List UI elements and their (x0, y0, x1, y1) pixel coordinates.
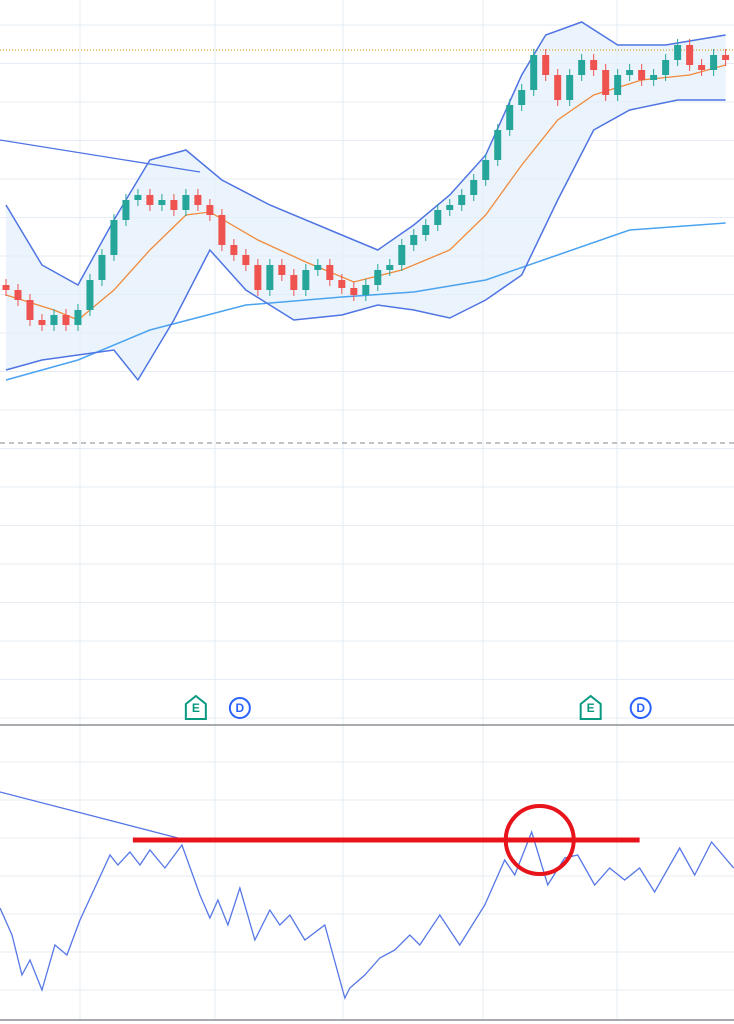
candle-body (98, 255, 106, 280)
candle-body (386, 265, 394, 270)
candle-body (350, 288, 358, 295)
candle-body (614, 75, 622, 95)
indicator-line (0, 830, 734, 1000)
candle-body (230, 245, 238, 255)
candle-body (710, 55, 718, 70)
event-label: E (192, 701, 200, 715)
candle-body (182, 195, 190, 210)
candle-body (650, 75, 658, 80)
candle-body (602, 70, 610, 95)
candle-body (74, 310, 82, 325)
event-marker (228, 697, 251, 719)
event-label: D (236, 701, 245, 715)
candle-body (662, 60, 670, 75)
candle-body (686, 45, 694, 65)
candle-body (194, 195, 202, 205)
candle-body (674, 45, 682, 60)
candle-body (446, 205, 454, 210)
moving-average (5, 222, 726, 381)
candle-body (278, 265, 286, 275)
event-label: D (636, 701, 645, 715)
candle-body (146, 195, 154, 205)
candle-body (362, 285, 370, 295)
event-marker (184, 694, 207, 720)
candle-body (578, 60, 586, 75)
highlight-circle (503, 804, 576, 876)
candle-body (506, 105, 514, 130)
candle-body (698, 65, 706, 70)
band-fill (5, 22, 726, 380)
candle-body (314, 265, 322, 270)
candle-body (206, 205, 214, 215)
candle-body (266, 265, 274, 290)
candle-body (542, 55, 550, 75)
candle-body (590, 60, 598, 70)
candle-body (722, 55, 730, 60)
candle-body (458, 195, 466, 205)
lower-band (5, 99, 726, 382)
candle-body (86, 280, 94, 310)
candle-body (374, 270, 382, 285)
candle-body (434, 210, 442, 225)
candle-body (38, 320, 46, 325)
candle-body (62, 315, 70, 325)
candle-body (482, 160, 490, 180)
candle-body (554, 75, 562, 100)
candle-body (2, 285, 10, 290)
candle-body (410, 235, 418, 245)
candle-body (122, 200, 130, 220)
event-marker (629, 697, 652, 719)
candle-body (290, 275, 298, 290)
event-label: E (587, 701, 595, 715)
candle-body (638, 70, 646, 80)
candle-body (254, 265, 262, 290)
candle-body (566, 75, 574, 100)
candle-body (242, 255, 250, 265)
candle-body (626, 70, 634, 75)
trendline (0, 139, 201, 173)
candle-body (50, 315, 58, 325)
candle-body (302, 270, 310, 290)
candle-body (326, 265, 334, 280)
candle-body (338, 280, 346, 288)
candle-body (110, 220, 118, 255)
candle-body (518, 90, 526, 105)
candle-body (398, 245, 406, 265)
event-marker (579, 694, 602, 720)
candle-body (170, 200, 178, 210)
candle-body (218, 215, 226, 245)
candle-body (14, 290, 22, 300)
candle-body (26, 300, 34, 320)
candle-body (422, 225, 430, 235)
candle-body (134, 195, 142, 200)
candle-body (470, 180, 478, 195)
candle-body (494, 130, 502, 160)
trendline (0, 791, 179, 839)
candle-body (158, 200, 166, 205)
candle-body (530, 55, 538, 90)
